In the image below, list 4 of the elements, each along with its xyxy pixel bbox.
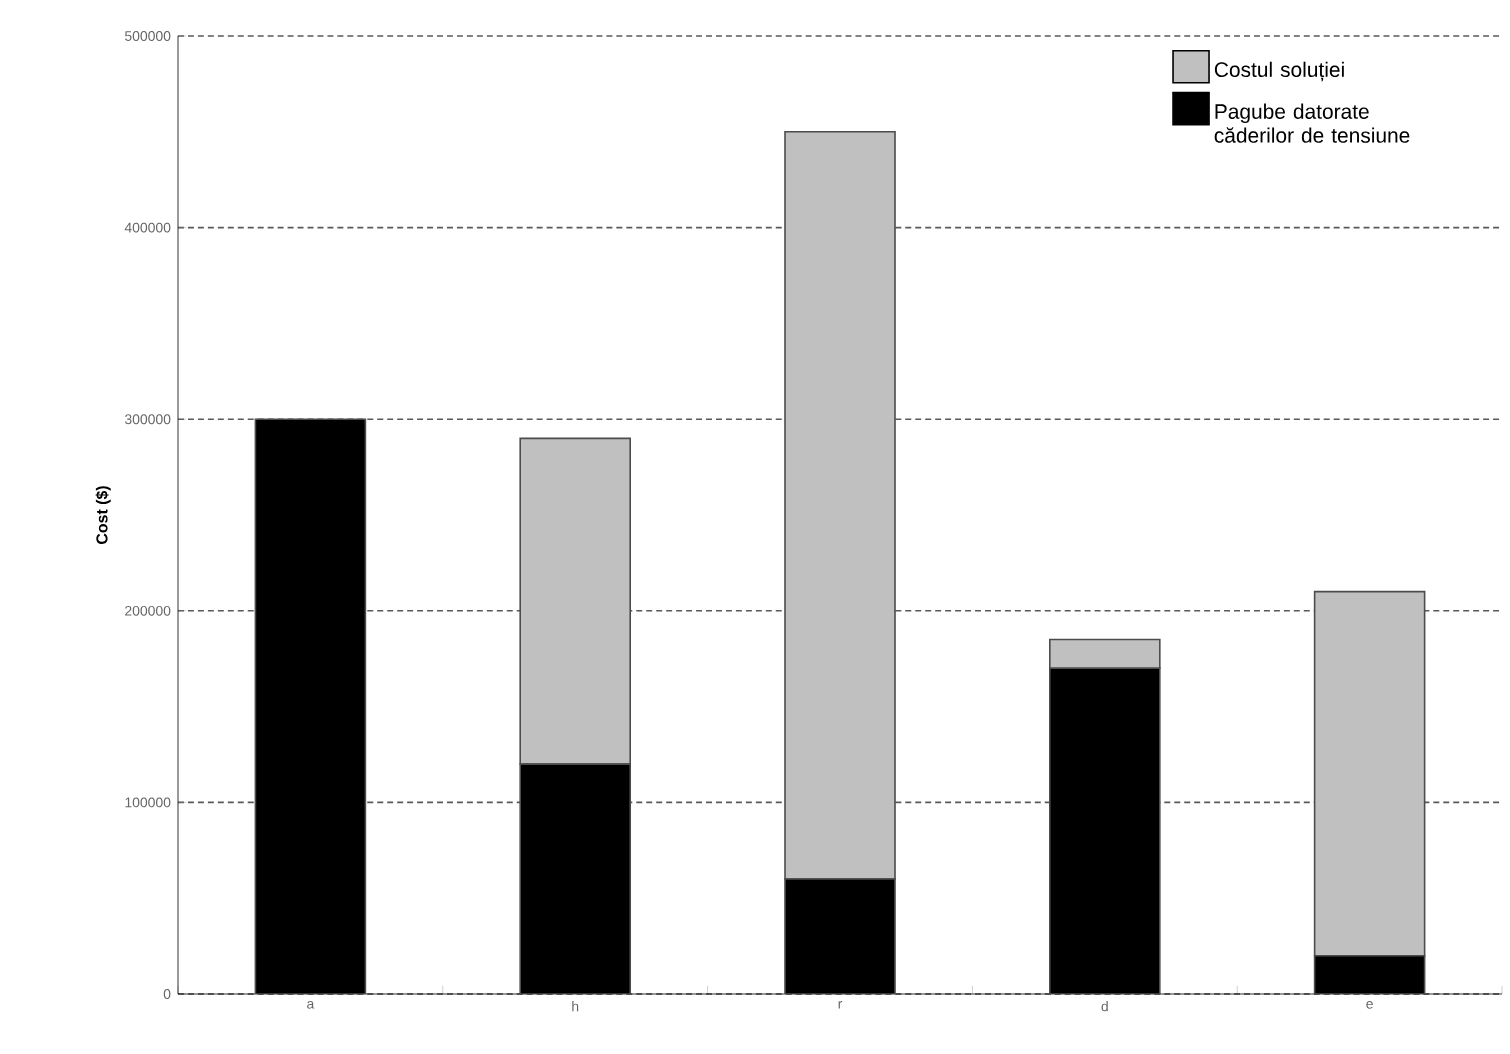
legend-label: Costul soluției	[1214, 61, 1344, 82]
bar	[519, 437, 632, 765]
bar	[1049, 638, 1161, 670]
legend-label: Pagube datorate căderilor de tensiune	[1214, 103, 1410, 143]
